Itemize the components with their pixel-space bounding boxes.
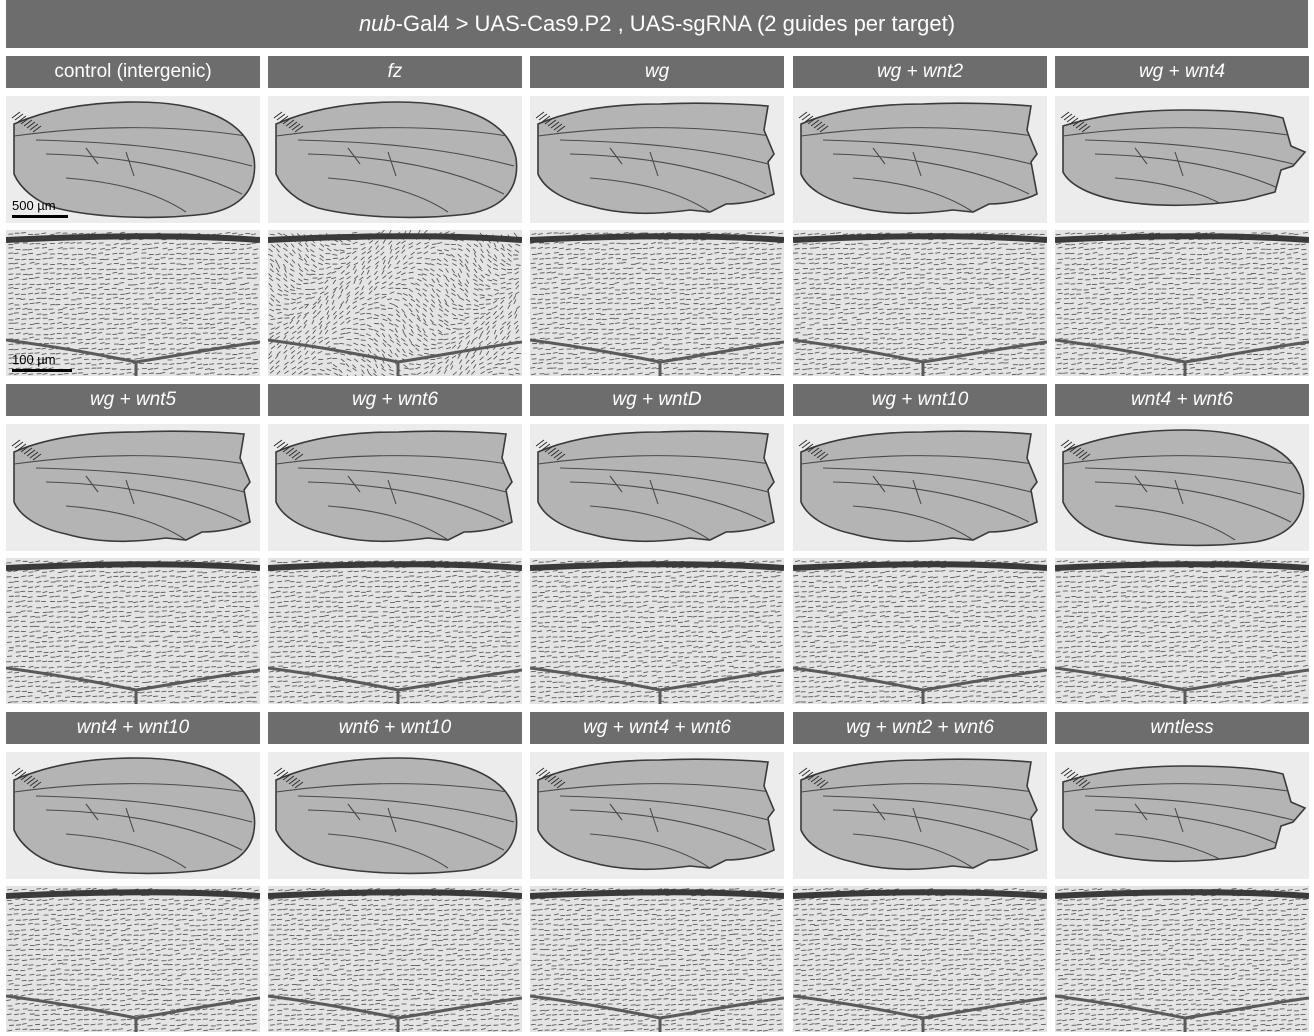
wing-image <box>1055 752 1309 879</box>
condition-label: wg + wnt2 <box>793 56 1047 88</box>
wing-image <box>793 752 1047 879</box>
wing-hair-closeup <box>268 558 522 704</box>
condition-label: wnt6 + wnt10 <box>268 712 522 744</box>
wing-hair-closeup <box>530 558 784 704</box>
condition-label: wg + wnt4 <box>1055 56 1309 88</box>
wing-image <box>1055 96 1309 223</box>
wing-hair-closeup <box>530 230 784 376</box>
zoom-scale-label: 100 µm <box>12 352 56 367</box>
wing-image <box>6 424 260 551</box>
wing-image <box>6 96 260 223</box>
condition-label: control (intergenic) <box>6 56 260 88</box>
condition-label: wg + wnt10 <box>793 384 1047 416</box>
wing-image <box>530 424 784 551</box>
wing-scale-label: 500 µm <box>12 198 56 213</box>
wing-hair-closeup <box>6 886 260 1032</box>
wing-image <box>268 96 522 223</box>
condition-label: wg <box>530 56 784 88</box>
condition-label: wg + wntD <box>530 384 784 416</box>
condition-label: wntless <box>1055 712 1309 744</box>
wing-image <box>793 424 1047 551</box>
wing-hair-closeup <box>793 230 1047 376</box>
condition-label: wg + wnt5 <box>6 384 260 416</box>
condition-label: fz <box>268 56 522 88</box>
wing-hair-closeup <box>1055 558 1309 704</box>
wing-hair-closeup <box>1055 886 1309 1032</box>
condition-label: wg + wnt6 <box>268 384 522 416</box>
wing-hair-closeup <box>268 886 522 1032</box>
wing-image <box>793 96 1047 223</box>
wing-hair-closeup <box>530 886 784 1032</box>
wing-hair-closeup <box>6 558 260 704</box>
figure-title: nub -Gal4 > UAS-Cas9.P2 , UAS-sgRNA (2 gu… <box>6 0 1308 48</box>
condition-label: wg + wnt2 + wnt6 <box>793 712 1047 744</box>
title-rest: -Gal4 > UAS-Cas9.P2 , UAS-sgRNA (2 guide… <box>395 11 956 36</box>
wing-hair-closeup <box>1055 230 1309 376</box>
wing-scale-bar: 500 µm <box>12 198 68 222</box>
wing-image <box>530 752 784 879</box>
condition-label: wnt4 + wnt10 <box>6 712 260 744</box>
wing-hair-closeup <box>268 230 522 376</box>
wing-image <box>1055 424 1309 551</box>
wing-image <box>6 752 260 879</box>
wing-hair-closeup <box>793 558 1047 704</box>
title-gene-italic: nub <box>358 11 396 36</box>
wing-image <box>268 424 522 551</box>
wing-hair-closeup <box>6 230 260 376</box>
wing-image <box>530 96 784 223</box>
zoom-scale-bar: 100 µm <box>12 352 72 376</box>
condition-label: wnt4 + wnt6 <box>1055 384 1309 416</box>
wing-image <box>268 752 522 879</box>
wing-hair-closeup <box>793 886 1047 1032</box>
condition-label: wg + wnt4 + wnt6 <box>530 712 784 744</box>
